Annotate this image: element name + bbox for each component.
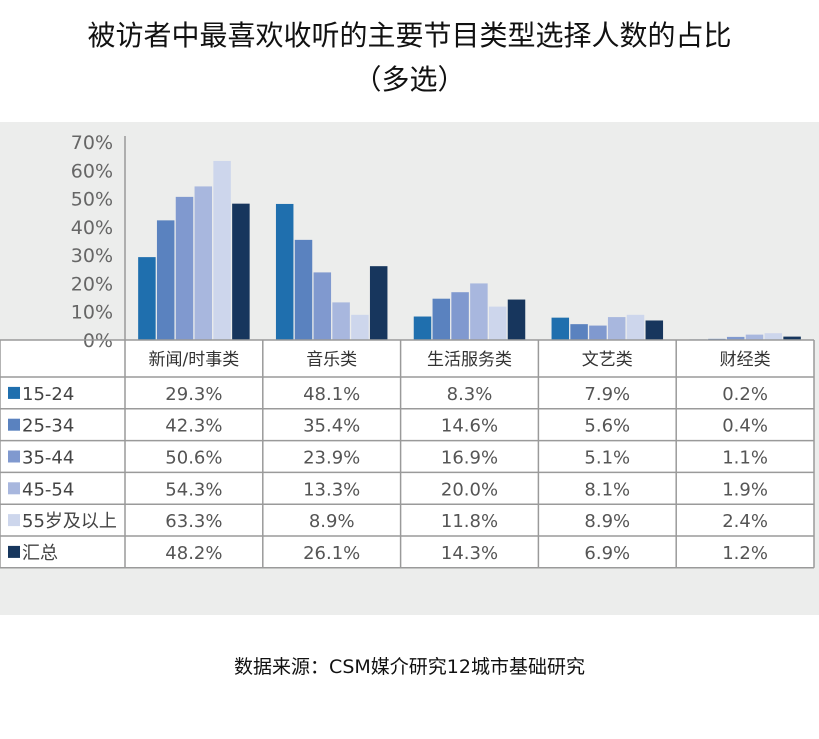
bar bbox=[369, 266, 388, 340]
bar-chart-with-data-table: 0% 10% 20% 30% 40% 50% 60% 70% 新闻/时事类 音乐类 生活服务类 文艺类… bbox=[0, 132, 815, 569]
bar bbox=[507, 299, 526, 340]
legend-swatch bbox=[8, 482, 20, 495]
bar bbox=[570, 324, 588, 340]
data-label: 35.4% bbox=[303, 416, 360, 437]
y-tick-label: 50% bbox=[71, 189, 113, 211]
data-label: 23.9% bbox=[303, 448, 360, 469]
data-label: 0.4% bbox=[722, 416, 768, 437]
chart-subtitle: （多选） bbox=[353, 63, 466, 96]
data-label: 42.3% bbox=[165, 416, 222, 437]
y-tick-label: 30% bbox=[71, 245, 113, 267]
data-label: 16.9% bbox=[441, 448, 498, 469]
data-label: 2.4% bbox=[722, 511, 768, 532]
data-label: 13.3% bbox=[303, 479, 360, 500]
data-label: 54.3% bbox=[165, 479, 222, 500]
chart-title: 被访者中最喜欢收听的主要节目类型选择人数的占比 bbox=[87, 19, 732, 52]
data-label: 8.9% bbox=[309, 511, 355, 532]
data-label: 14.6% bbox=[441, 416, 498, 437]
x-category-label: 新闻/时事类 bbox=[149, 350, 240, 370]
legend-label: 汇总 bbox=[22, 543, 58, 564]
legend-label: 45-54 bbox=[22, 479, 74, 500]
data-label: 5.1% bbox=[584, 448, 630, 469]
bar bbox=[232, 203, 250, 340]
bar bbox=[451, 292, 469, 340]
y-tick-label: 0% bbox=[83, 330, 113, 352]
bar bbox=[332, 302, 350, 340]
data-label: 1.9% bbox=[722, 479, 768, 500]
legend-swatch bbox=[8, 514, 20, 527]
y-tick-label: 40% bbox=[71, 217, 113, 239]
bar bbox=[726, 336, 745, 340]
bar bbox=[764, 333, 783, 340]
data-label: 48.2% bbox=[165, 543, 222, 564]
bar bbox=[138, 257, 156, 340]
legend-swatch bbox=[8, 418, 20, 431]
bar bbox=[745, 334, 764, 340]
bar bbox=[607, 317, 626, 340]
bar bbox=[294, 239, 313, 340]
data-label: 7.9% bbox=[584, 384, 630, 405]
bar bbox=[488, 306, 507, 340]
data-label: 48.1% bbox=[303, 384, 360, 405]
chart-panel: 0% 10% 20% 30% 40% 50% 60% 70% 新闻/时事类 音乐类 生活服务类 文艺类… bbox=[0, 122, 819, 615]
legend-swatch bbox=[8, 386, 20, 399]
data-label: 26.1% bbox=[303, 543, 360, 564]
bar bbox=[194, 186, 213, 340]
y-tick-label: 60% bbox=[71, 160, 113, 182]
data-label: 8.1% bbox=[584, 479, 630, 500]
bar bbox=[275, 203, 294, 340]
legend-label: 15-24 bbox=[22, 384, 74, 405]
legend-swatch bbox=[8, 545, 20, 558]
data-label: 6.9% bbox=[584, 543, 630, 564]
data-label: 8.3% bbox=[447, 384, 493, 405]
legend-label: 55岁及以上 bbox=[22, 511, 117, 532]
data-label: 5.6% bbox=[584, 416, 630, 437]
bar bbox=[470, 283, 488, 340]
bar bbox=[783, 336, 801, 340]
bar bbox=[313, 272, 332, 340]
bar bbox=[213, 160, 231, 340]
data-label: 29.3% bbox=[165, 384, 222, 405]
data-label: 20.0% bbox=[441, 479, 498, 500]
y-tick-label: 70% bbox=[71, 132, 113, 154]
legend-label: 35-44 bbox=[22, 448, 74, 469]
data-label: 0.2% bbox=[722, 384, 768, 405]
legend-swatch bbox=[8, 450, 20, 463]
bar bbox=[432, 298, 451, 340]
x-category-label: 文艺类 bbox=[582, 350, 633, 370]
bar bbox=[589, 325, 607, 340]
data-source-note: 数据来源：CSM媒介研究12城市基础研究 bbox=[234, 656, 585, 678]
y-tick-label: 10% bbox=[71, 302, 113, 324]
data-label: 50.6% bbox=[165, 448, 222, 469]
bar bbox=[175, 196, 194, 340]
bar bbox=[156, 220, 175, 340]
bar bbox=[413, 316, 432, 340]
data-label: 1.1% bbox=[722, 448, 768, 469]
y-tick-label: 20% bbox=[71, 273, 113, 295]
x-category-label: 财经类 bbox=[720, 350, 771, 370]
bar bbox=[645, 320, 664, 340]
data-label: 1.2% bbox=[722, 543, 768, 564]
data-table-background bbox=[0, 340, 814, 568]
data-label: 63.3% bbox=[165, 511, 222, 532]
bar bbox=[626, 314, 645, 340]
bar bbox=[351, 314, 369, 340]
data-label: 11.8% bbox=[441, 511, 498, 532]
legend-label: 25-34 bbox=[22, 416, 74, 437]
data-label: 8.9% bbox=[584, 511, 630, 532]
x-category-label: 音乐类 bbox=[306, 350, 357, 370]
x-category-label: 生活服务类 bbox=[427, 350, 512, 370]
bar bbox=[551, 317, 570, 340]
data-label: 14.3% bbox=[441, 543, 498, 564]
